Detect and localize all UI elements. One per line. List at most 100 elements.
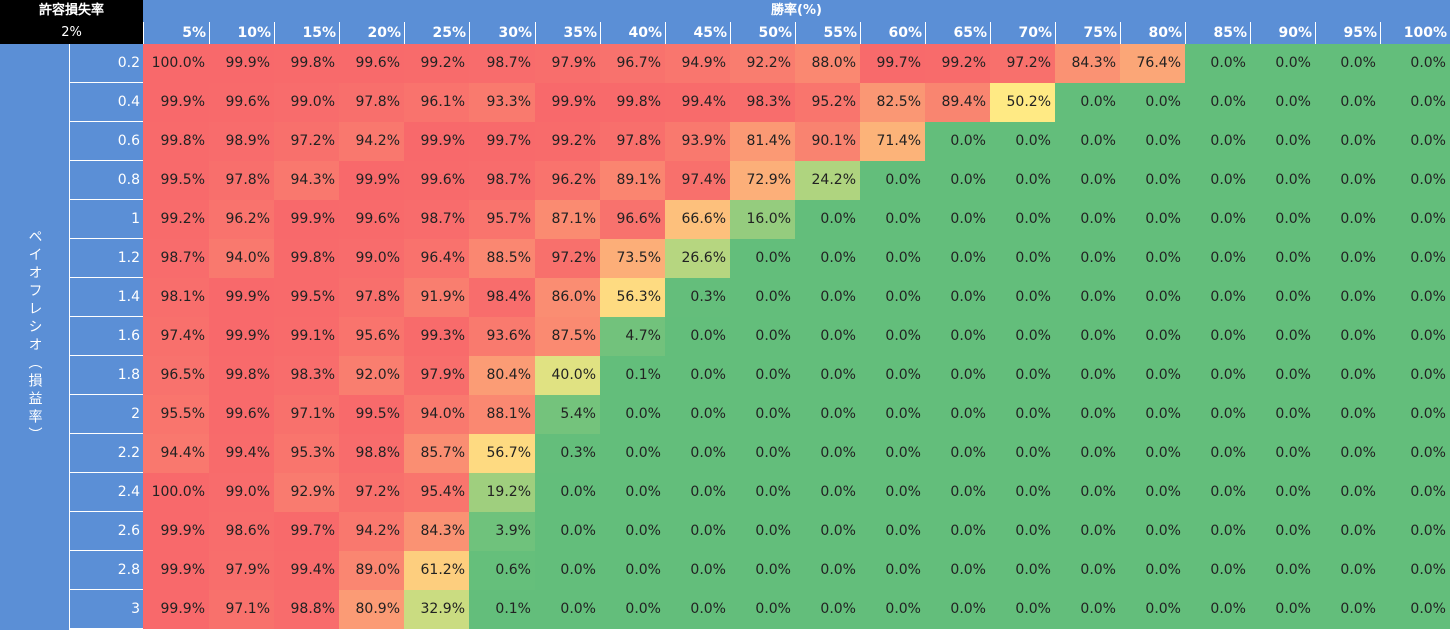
heatmap-cell: 99.2% <box>535 122 600 161</box>
heatmap-cell: 0.0% <box>1250 317 1315 356</box>
col-header: 40% <box>600 22 665 44</box>
heatmap-cell: 99.2% <box>143 200 209 239</box>
heatmap-cell: 96.6% <box>600 200 665 239</box>
heatmap-cell: 0.0% <box>990 200 1055 239</box>
heatmap-cell: 0.0% <box>665 551 730 590</box>
heatmap-cell: 0.0% <box>795 473 860 512</box>
heatmap-cell: 94.2% <box>339 122 404 161</box>
heatmap-cell: 0.0% <box>1250 200 1315 239</box>
heatmap-cell: 0.0% <box>730 551 795 590</box>
heatmap-cell: 0.0% <box>990 161 1055 200</box>
heatmap-cell: 96.5% <box>143 356 209 395</box>
heatmap-cell: 0.0% <box>860 278 925 317</box>
heatmap-cell: 0.0% <box>1120 434 1185 473</box>
heatmap-cell: 0.0% <box>1250 122 1315 161</box>
heatmap-cell: 99.3% <box>404 317 469 356</box>
heatmap-cell: 0.0% <box>1185 239 1250 278</box>
heatmap-cell: 94.0% <box>209 239 274 278</box>
row-header: 0.4 <box>70 83 143 122</box>
heatmap-cell: 0.0% <box>1250 278 1315 317</box>
row-header: 2 <box>70 395 143 434</box>
heatmap-cell: 32.9% <box>404 590 469 629</box>
heatmap-cell: 0.0% <box>730 395 795 434</box>
heatmap-cell: 0.0% <box>1380 512 1450 551</box>
heatmap-cell: 0.0% <box>1185 473 1250 512</box>
heatmap-cell: 0.0% <box>1185 83 1250 122</box>
heatmap-cell: 0.0% <box>1315 278 1380 317</box>
heatmap-cell: 0.0% <box>665 356 730 395</box>
heatmap-cell: 0.0% <box>600 590 665 629</box>
heatmap-cell: 0.0% <box>925 239 990 278</box>
heatmap-cell: 89.1% <box>600 161 665 200</box>
heatmap-cell: 0.0% <box>1055 395 1120 434</box>
heatmap-cell: 99.6% <box>339 44 404 83</box>
heatmap-cell: 0.0% <box>535 551 600 590</box>
heatmap-cell: 0.0% <box>1055 590 1120 629</box>
heatmap-cell: 96.7% <box>600 44 665 83</box>
heatmap-cell: 98.6% <box>209 512 274 551</box>
x-axis-title: 勝率(%) <box>143 0 1450 22</box>
heatmap-cell: 0.0% <box>1120 473 1185 512</box>
heatmap-cell: 99.6% <box>339 200 404 239</box>
heatmap-cell: 97.9% <box>404 356 469 395</box>
heatmap-cell: 0.3% <box>665 278 730 317</box>
heatmap-cell: 96.1% <box>404 83 469 122</box>
col-header: 70% <box>990 22 1055 44</box>
heatmap-cell: 98.7% <box>469 161 535 200</box>
heatmap-cell: 99.9% <box>535 83 600 122</box>
heatmap-cell: 0.0% <box>730 356 795 395</box>
heatmap-cell: 0.0% <box>925 278 990 317</box>
heatmap-cell: 0.0% <box>1250 239 1315 278</box>
heatmap-cell: 93.3% <box>469 83 535 122</box>
heatmap-cell: 80.4% <box>469 356 535 395</box>
heatmap-cell: 0.0% <box>1250 590 1315 629</box>
heatmap-cell: 0.0% <box>1055 122 1120 161</box>
heatmap-cell: 40.0% <box>535 356 600 395</box>
col-header: 50% <box>730 22 795 44</box>
heatmap-cell: 0.0% <box>600 395 665 434</box>
heatmap-cell: 0.0% <box>535 473 600 512</box>
heatmap-cell: 0.0% <box>1055 317 1120 356</box>
heatmap-cell: 0.0% <box>795 278 860 317</box>
heatmap-cell: 16.0% <box>730 200 795 239</box>
heatmap-cell: 85.7% <box>404 434 469 473</box>
heatmap-cell: 0.0% <box>925 122 990 161</box>
heatmap-cell: 97.2% <box>990 44 1055 83</box>
heatmap-cell: 99.2% <box>925 44 990 83</box>
heatmap-cell: 0.0% <box>1250 356 1315 395</box>
heatmap-cell: 99.5% <box>143 161 209 200</box>
heatmap-cell: 0.0% <box>1380 83 1450 122</box>
heatmap-cell: 0.0% <box>925 590 990 629</box>
heatmap-cell: 0.0% <box>1315 200 1380 239</box>
heatmap-cell: 98.3% <box>730 83 795 122</box>
heatmap-cell: 0.0% <box>1055 278 1120 317</box>
heatmap-cell: 0.0% <box>1185 44 1250 83</box>
heatmap-cell: 87.1% <box>535 200 600 239</box>
heatmap-cell: 4.7% <box>600 317 665 356</box>
heatmap-cell: 87.5% <box>535 317 600 356</box>
row-header: 2.8 <box>70 551 143 590</box>
heatmap-cell: 99.4% <box>209 434 274 473</box>
heatmap-cell: 0.0% <box>990 512 1055 551</box>
heatmap-cell: 0.0% <box>860 161 925 200</box>
heatmap-cell: 0.0% <box>730 317 795 356</box>
heatmap-cell: 97.4% <box>143 317 209 356</box>
heatmap-cell: 99.4% <box>274 551 339 590</box>
heatmap-cell: 95.3% <box>274 434 339 473</box>
heatmap-cell: 96.4% <box>404 239 469 278</box>
heatmap-cell: 0.0% <box>665 395 730 434</box>
heatmap-cell: 97.8% <box>339 278 404 317</box>
heatmap-cell: 0.0% <box>1120 317 1185 356</box>
heatmap-cell: 82.5% <box>860 83 925 122</box>
heatmap-cell: 94.9% <box>665 44 730 83</box>
heatmap-cell: 88.0% <box>795 44 860 83</box>
heatmap-cell: 0.0% <box>795 551 860 590</box>
heatmap-cell: 0.0% <box>795 239 860 278</box>
heatmap-cell: 0.0% <box>860 512 925 551</box>
heatmap-cell: 0.0% <box>860 473 925 512</box>
col-header: 85% <box>1185 22 1250 44</box>
heatmap-cell: 0.0% <box>1250 395 1315 434</box>
heatmap-cell: 76.4% <box>1120 44 1185 83</box>
heatmap-cell: 0.0% <box>1380 395 1450 434</box>
heatmap-cell: 0.0% <box>860 551 925 590</box>
